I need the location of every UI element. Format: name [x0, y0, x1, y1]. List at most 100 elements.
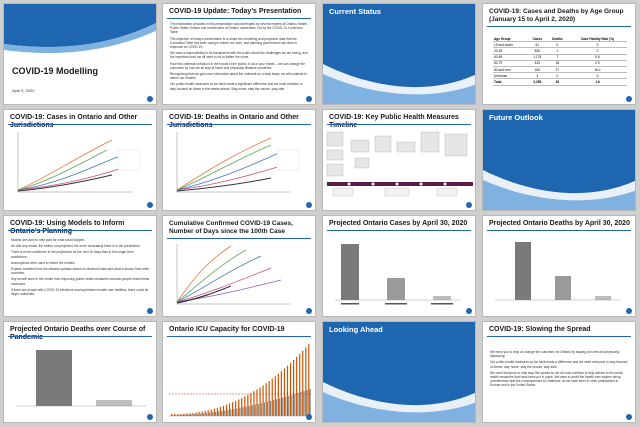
icu-bar-low [193, 414, 195, 416]
title-divider [487, 230, 631, 231]
title-divider [487, 336, 631, 337]
icu-bar-low [254, 404, 256, 416]
icu-bar-low [211, 412, 214, 416]
title-divider [167, 124, 311, 125]
slide-title: COVID-19: Slowing the Spread [489, 326, 591, 333]
age-group-table: Age Group Cases Deaths Case Fatality Rate … [493, 36, 627, 86]
projected-cases-bar-chart [335, 244, 461, 305]
icu-bar-low [272, 400, 275, 416]
title-divider [327, 230, 471, 231]
icu-bar-low [218, 411, 220, 416]
ontario-logo-icon [147, 96, 153, 102]
section-swoosh [323, 64, 475, 104]
slide-thumbnail-16[interactable]: COVID-19: Slowing the Spread We need you… [482, 321, 636, 423]
slide-thumbnail-5[interactable]: COVID-19: Cases in Ontario and Other Jur… [3, 109, 157, 211]
icu-bar-high [283, 368, 286, 416]
icu-bar-low [245, 406, 247, 416]
icu-bar-high [253, 391, 255, 416]
icu-bar-high [271, 378, 273, 416]
icu-bar-high [265, 383, 267, 416]
icu-bar-low [294, 393, 296, 416]
icu-bar-low [303, 391, 305, 416]
icu-bar-low [309, 389, 311, 416]
cumulative-cases-chart [176, 244, 291, 305]
icu-bar-low [196, 413, 198, 416]
icu-bar-high [177, 413, 179, 416]
slide-title: Looking Ahead [329, 325, 383, 334]
timeline-diagram [326, 131, 473, 197]
slide-title: Ontario ICU Capacity for COVID-19 [169, 326, 285, 333]
slide-thumbnail-9[interactable]: COVID-19: Using Models to Inform Ontario… [3, 215, 157, 317]
icu-bar-high [207, 410, 209, 416]
icu-bar-low [251, 405, 253, 416]
icu-bar-high [296, 356, 298, 416]
slide-thumbnail-12[interactable]: Projected Ontario Deaths by April 30, 20… [482, 215, 636, 317]
page-number-icon [306, 414, 312, 420]
slide-thumbnail-14[interactable]: Ontario ICU Capacity for COVID-19 [162, 321, 316, 423]
icu-capacity-chart [169, 344, 311, 417]
slide-title: Projected Ontario Deaths over Course of … [10, 326, 146, 341]
icu-bar-low [227, 410, 229, 416]
icu-bar-high [308, 344, 310, 416]
page-number-icon [147, 308, 153, 314]
icu-bar-low [263, 402, 265, 416]
title-divider [487, 26, 631, 27]
slide-thumbnail-11[interactable]: Projected Ontario Cases by April 30, 202… [322, 215, 476, 317]
title-divider [167, 18, 311, 19]
slide-thumbnail-4[interactable]: COVID-19: Cases and Deaths by Age Group … [482, 3, 636, 105]
slide-thumbnail-2[interactable]: COVID-19 Update: Today’s Presentation Th… [162, 3, 316, 105]
icu-bar-low [266, 401, 269, 416]
icu-bar-low [175, 414, 177, 416]
icu-bar-high [280, 371, 282, 416]
slide-thumbnail-10[interactable]: Cumulative Confirmed COVID-19 Cases, Num… [162, 215, 316, 317]
title-divider [8, 336, 152, 337]
icu-bar-low [279, 398, 281, 416]
icu-bar-low [208, 412, 211, 416]
icu-bar-low [181, 414, 183, 416]
page-number-icon [626, 414, 632, 420]
slide-thumbnail-13[interactable]: Projected Ontario Deaths over Course of … [3, 321, 157, 423]
slide-body: The information provided in this present… [170, 22, 308, 91]
icu-bar-low [300, 392, 302, 416]
icu-bar-low [233, 408, 235, 416]
icu-bar-low [187, 414, 189, 416]
pandemic-deaths-bar-chart [16, 350, 146, 407]
icu-bar-high [210, 409, 212, 416]
icu-bar-high [195, 412, 197, 416]
slide-thumbnail-3[interactable]: Current Status [322, 3, 476, 105]
table-row: 60-79 613 18 2.9 [493, 60, 627, 67]
icu-bar-high [250, 393, 252, 416]
icu-bar-high [247, 394, 249, 416]
icu-bar-low [230, 409, 232, 416]
icu-bar-low [260, 403, 262, 416]
projected-deaths-bar-chart [495, 242, 621, 301]
slide-title: COVID-19: Cases in Ontario and Other Jur… [10, 114, 138, 129]
icu-bar-high [180, 413, 182, 416]
slide-thumbnail-15[interactable]: Looking Ahead [322, 321, 476, 423]
icu-bar-low [297, 393, 299, 416]
icu-bar-low [276, 399, 278, 416]
presentation-date: April 3, 2020 [12, 88, 35, 93]
icu-bar-high [222, 405, 225, 416]
icu-bar-low [282, 397, 284, 416]
icu-bar-low [202, 413, 204, 416]
icu-bar-high [192, 412, 194, 416]
title-divider [327, 124, 471, 125]
page-number-icon [626, 308, 632, 314]
slide-thumbnail-8[interactable]: Future Outlook [482, 109, 636, 211]
icu-bar-low [199, 413, 201, 416]
icu-bar-low [224, 410, 226, 416]
icu-bar-high [186, 413, 188, 416]
table-row: 20-39 835 1 0 [493, 47, 627, 55]
page-number-icon [306, 308, 312, 314]
slide-thumbnail-7[interactable]: COVID-19: Key Public Health Measures Tim… [322, 109, 476, 211]
icu-bar-low [288, 395, 290, 416]
slide-thumbnail-1[interactable]: COVID-19 Modelling April 3, 2020 [3, 3, 157, 105]
slide-title: COVID-19: Key Public Health Measures Tim… [329, 114, 459, 129]
page-number-icon [466, 202, 472, 208]
icu-bar-high [216, 407, 218, 416]
slide-thumbnail-6[interactable]: COVID-19: Deaths in Ontario and Other Ju… [162, 109, 316, 211]
icu-bar-high [213, 408, 215, 416]
icu-bar-low [291, 394, 293, 416]
table-row: 80 and over 165 27 16.4 [493, 66, 627, 74]
